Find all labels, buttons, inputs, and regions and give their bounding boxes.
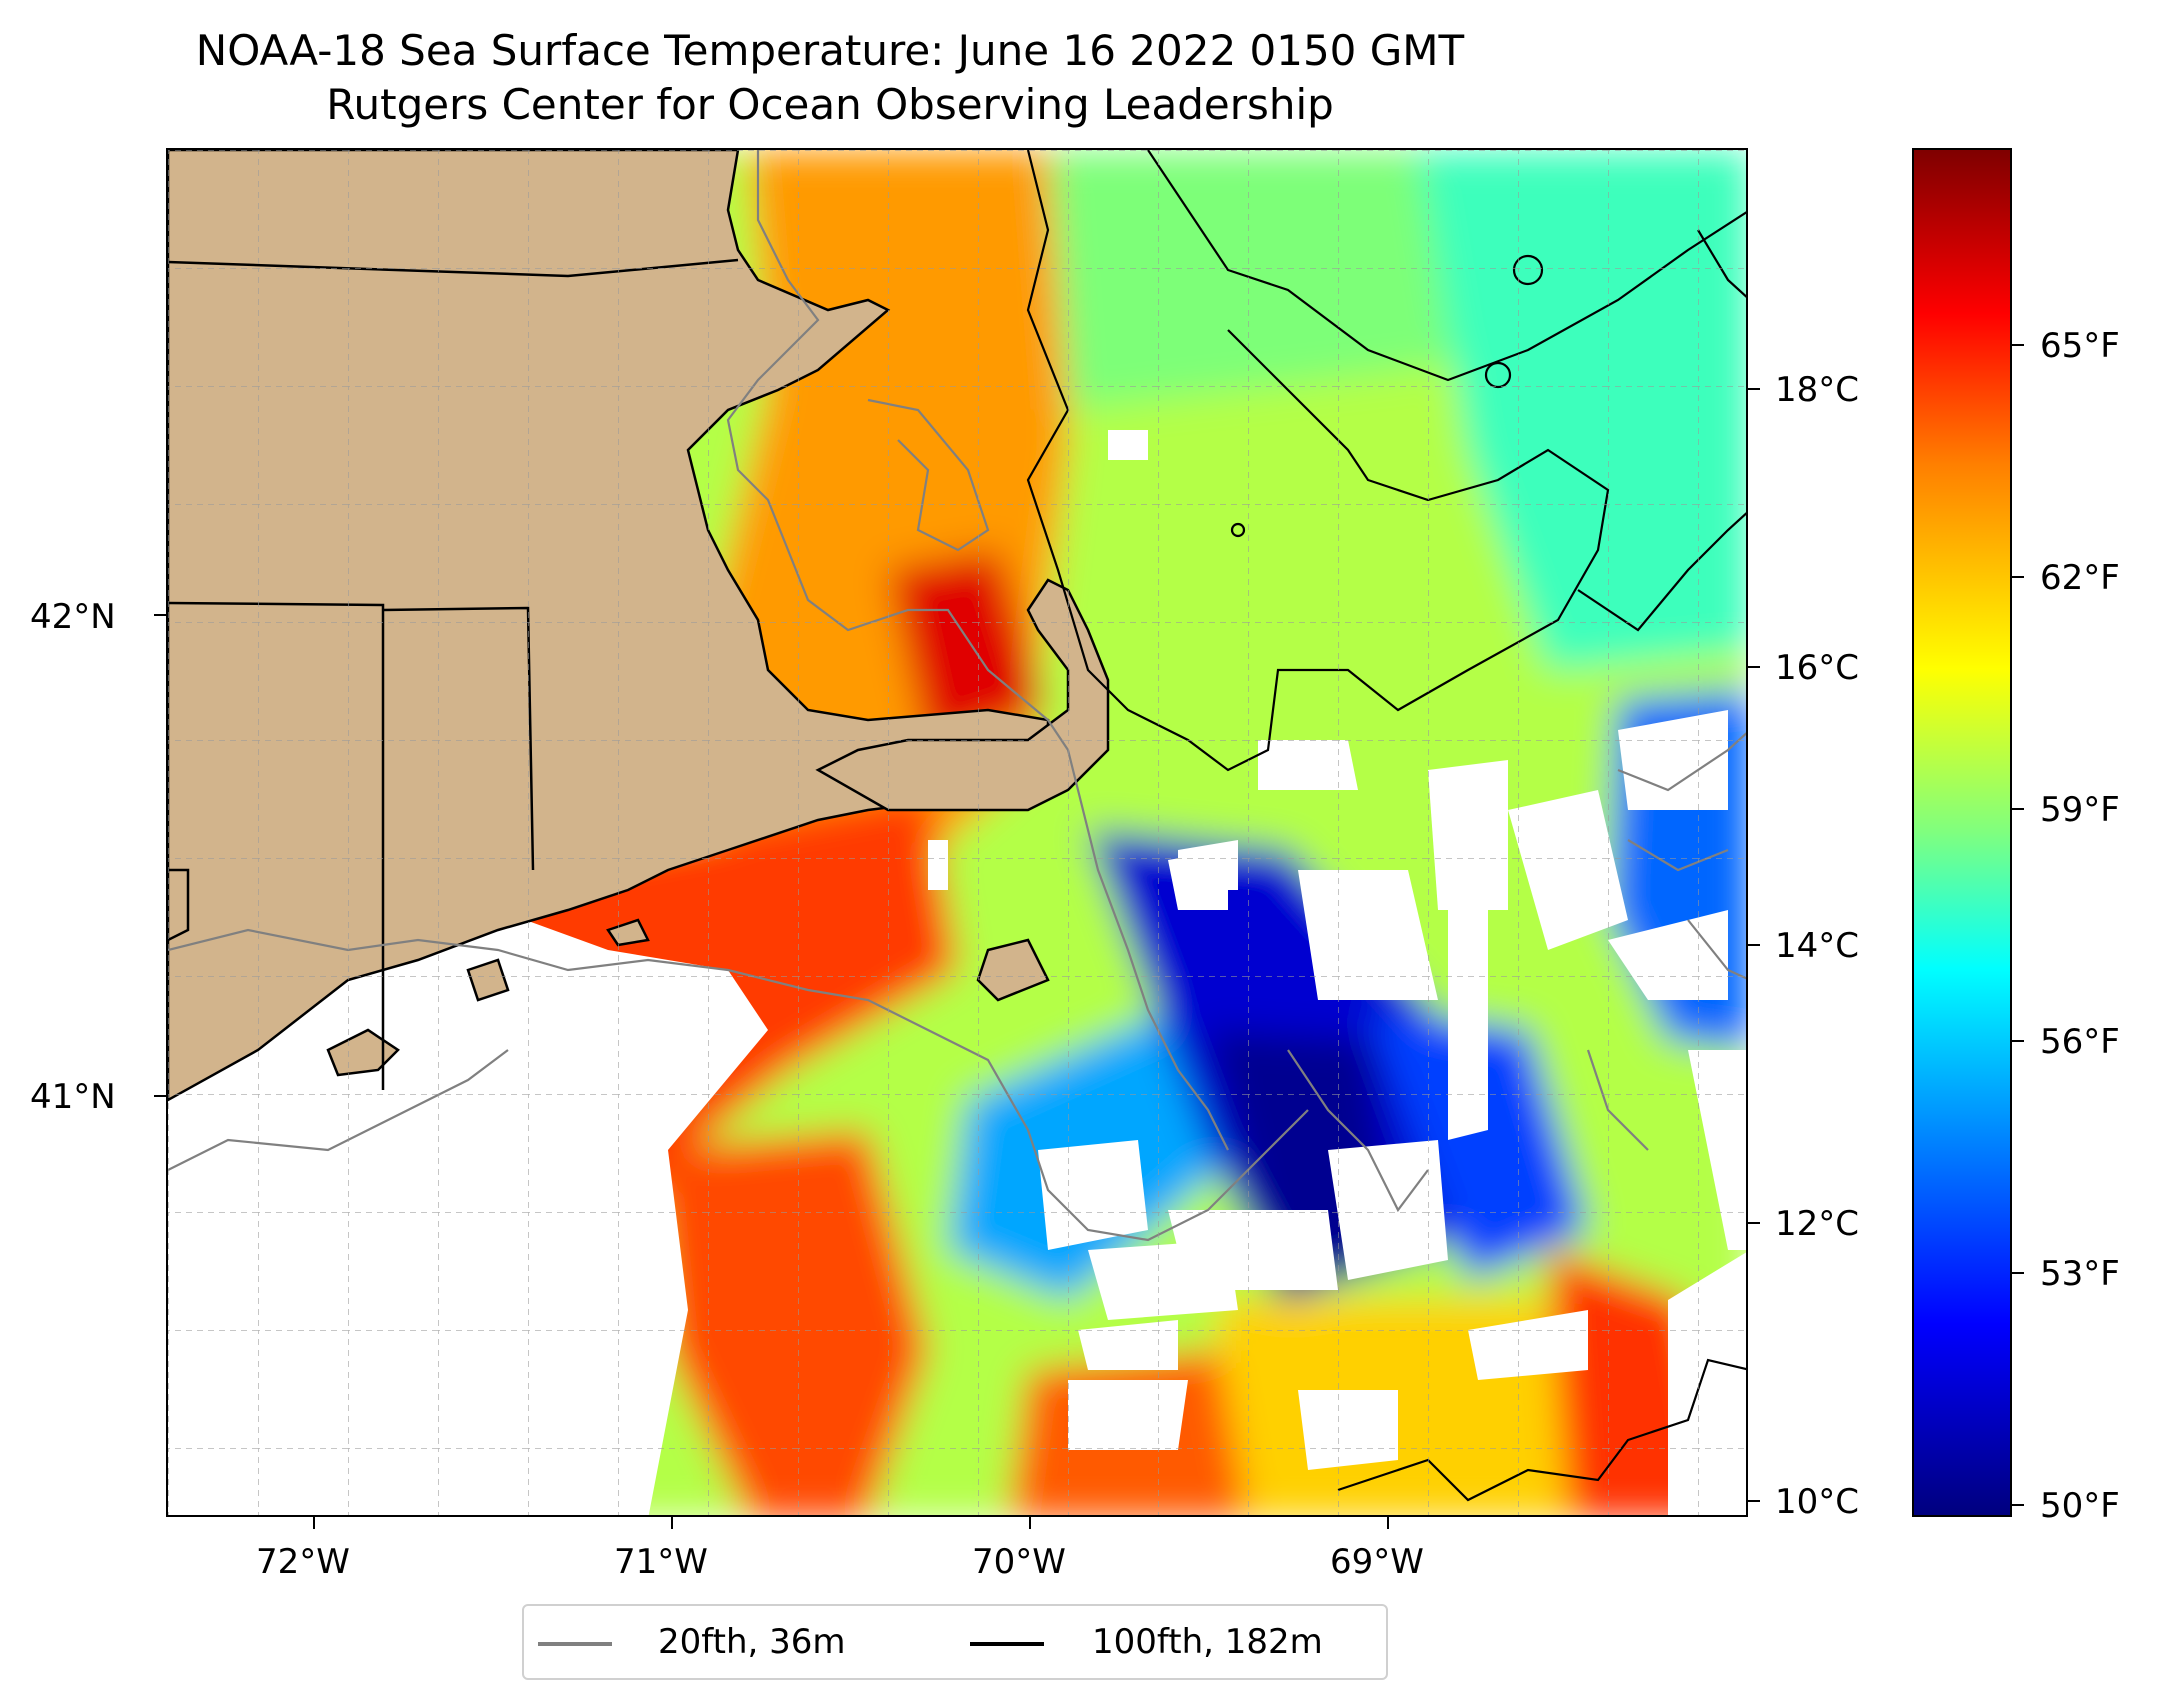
lat-tick-mark (154, 614, 166, 616)
fahrenheit-tick-mark (2012, 808, 2024, 810)
sst-map (166, 148, 1748, 1517)
celsius-tick-mark (1748, 388, 1760, 390)
sst-map-canvas (168, 150, 1746, 1515)
lon-tick-mark (1029, 1517, 1031, 1529)
celsius-tick-label: 18°C (1775, 370, 1860, 410)
legend: 20fth, 36m 100fth, 182m (522, 1604, 1388, 1680)
legend-label-20fth: 20fth, 36m (658, 1622, 846, 1662)
lat-tick-label: 41°N (30, 1077, 116, 1117)
celsius-tick-mark (1748, 944, 1760, 946)
legend-swatch-20fth (538, 1642, 612, 1646)
graticule (168, 150, 1746, 1515)
lon-tick-label: 69°W (1330, 1542, 1424, 1582)
fahrenheit-tick-label: 56°F (2040, 1022, 2120, 1062)
celsius-tick-label: 10°C (1775, 1482, 1860, 1522)
legend-label-100fth: 100fth, 182m (1092, 1622, 1323, 1662)
fahrenheit-tick-mark (2012, 344, 2024, 346)
celsius-tick-label: 16°C (1775, 648, 1860, 688)
lat-tick-mark (154, 1095, 166, 1097)
lon-tick-mark (1387, 1517, 1389, 1529)
fahrenheit-tick-label: 65°F (2040, 326, 2120, 366)
map-subtitle: Rutgers Center for Ocean Observing Leade… (326, 80, 1334, 129)
lon-tick-label: 72°W (256, 1542, 350, 1582)
fahrenheit-tick-mark (2012, 1272, 2024, 1274)
lon-tick-label: 71°W (614, 1542, 708, 1582)
celsius-tick-mark (1748, 1222, 1760, 1224)
celsius-tick-mark (1748, 1500, 1760, 1502)
fahrenheit-tick-label: 50°F (2040, 1486, 2120, 1526)
lon-tick-mark (313, 1517, 315, 1529)
legend-swatch-100fth (970, 1642, 1044, 1646)
lon-tick-mark (671, 1517, 673, 1529)
fahrenheit-tick-mark (2012, 1040, 2024, 1042)
fahrenheit-tick-mark (2012, 576, 2024, 578)
celsius-tick-mark (1748, 666, 1760, 668)
map-title: NOAA-18 Sea Surface Temperature: June 16… (195, 26, 1465, 75)
fahrenheit-tick-label: 53°F (2040, 1254, 2120, 1294)
lon-tick-label: 70°W (972, 1542, 1066, 1582)
fahrenheit-tick-label: 62°F (2040, 558, 2120, 598)
temperature-colorbar (1912, 148, 2012, 1517)
fahrenheit-tick-label: 59°F (2040, 790, 2120, 830)
celsius-tick-label: 14°C (1775, 926, 1860, 966)
celsius-tick-label: 12°C (1775, 1204, 1860, 1244)
fahrenheit-tick-mark (2012, 1504, 2024, 1506)
lat-tick-label: 42°N (30, 597, 116, 637)
